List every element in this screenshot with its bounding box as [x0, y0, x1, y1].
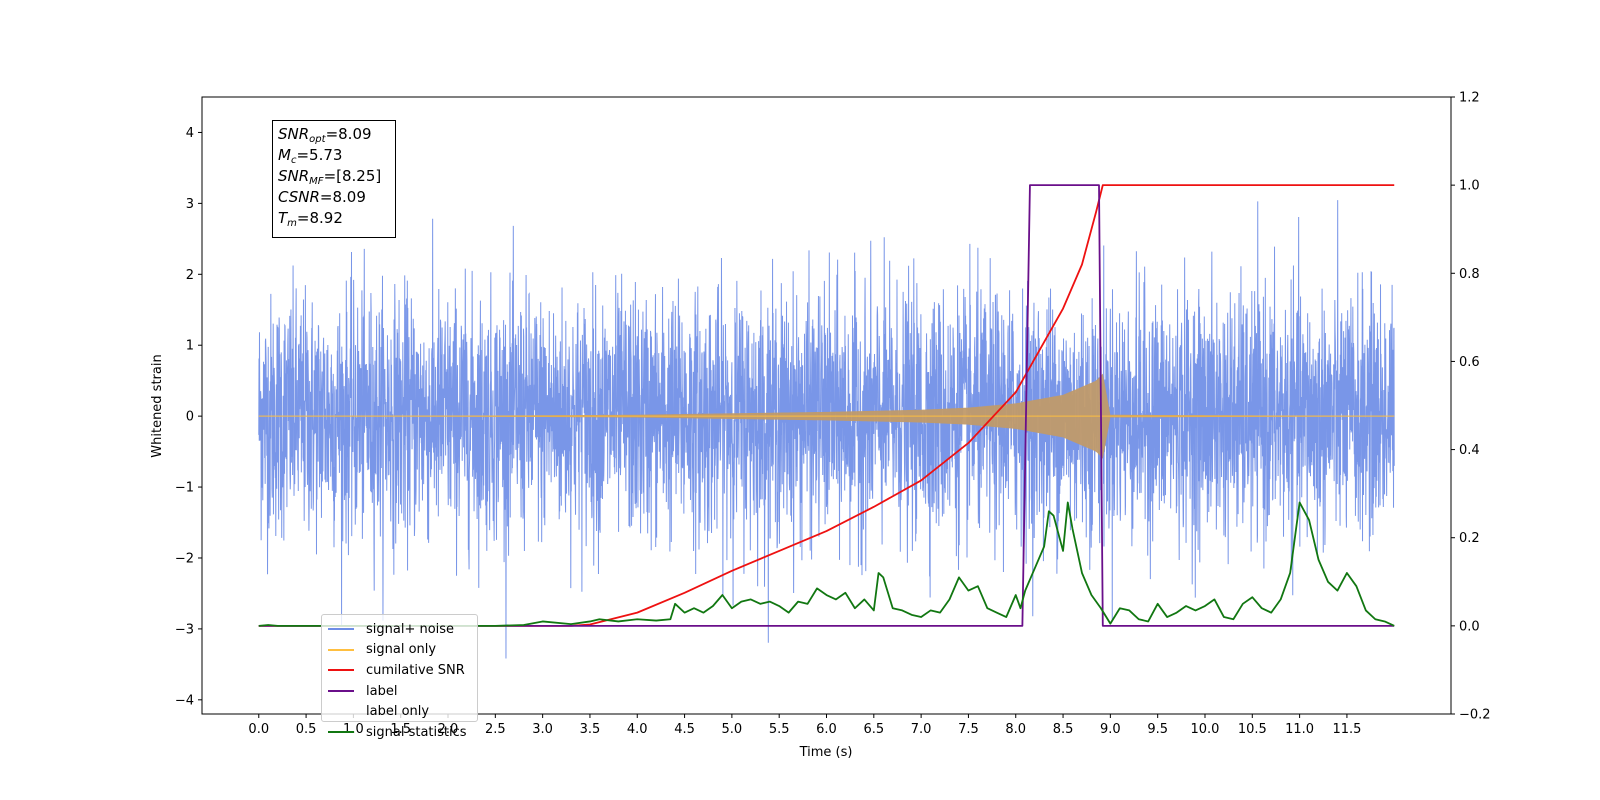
- legend-item-label-only: label only: [328, 701, 471, 722]
- legend-swatch: [328, 648, 354, 651]
- y-tick-label: 4: [186, 126, 194, 141]
- legend-swatch: [328, 711, 354, 713]
- x-axis-label: Time (s): [799, 745, 853, 760]
- legend-item-label: label: [328, 681, 471, 702]
- x-tick-label: 7.0: [911, 722, 932, 737]
- y2-tick-label: 1.0: [1459, 179, 1480, 194]
- annotation-snr-mf: SNRMF=[8.25]: [278, 167, 382, 187]
- x-tick-label: 11.5: [1332, 722, 1361, 737]
- y-tick-label: 1: [186, 339, 194, 354]
- legend-swatch: [328, 731, 354, 734]
- x-tick-label: 10.0: [1191, 722, 1220, 737]
- y-tick-label: 3: [186, 197, 194, 212]
- legend: signal+ noise signal only cumilative SNR…: [321, 614, 478, 740]
- annotation-box: SNRopt=8.09 Mc=5.73 SNRMF=[8.25] CSNR=8.…: [272, 120, 396, 238]
- x-tick-label: 4.5: [674, 722, 695, 737]
- y2-tick-label: 0.6: [1459, 355, 1480, 370]
- x-tick-label: 9.0: [1100, 722, 1121, 737]
- x-tick-label: 3.0: [532, 722, 553, 737]
- legend-item-signal-only: signal only: [328, 640, 471, 661]
- legend-swatch: [328, 669, 354, 672]
- annotation-tm: Tm=8.92: [278, 209, 343, 229]
- legend-item-cumulative-snr: cumilative SNR: [328, 660, 471, 681]
- y2-tick-label: 0.4: [1459, 443, 1480, 458]
- x-tick-label: 9.5: [1147, 722, 1168, 737]
- legend-item-signal-statistics: signal statistics: [328, 722, 471, 743]
- y2-tick-label: 0.2: [1459, 531, 1480, 546]
- annotation-csnr: CSNR=8.09: [278, 188, 366, 206]
- signal-statistics-line: [258, 501, 1395, 627]
- signal-noise-line: [258, 200, 1395, 659]
- cumulative-snr-line: [258, 184, 1395, 627]
- x-tick-label: 11.0: [1285, 722, 1314, 737]
- y2-tick-label: 0.8: [1459, 267, 1480, 282]
- x-tick-label: 4.0: [627, 722, 648, 737]
- y-tick-label: 0: [186, 410, 194, 425]
- y-tick-label: −3: [175, 622, 194, 637]
- y2-axis-ticks: −0.2 0.0 0.2 0.4 0.6 0.8 1.0 1.2: [1451, 91, 1491, 723]
- legend-swatch: [328, 628, 354, 631]
- x-tick-label: 0.5: [296, 722, 317, 737]
- label-line: [258, 184, 1395, 627]
- y-axis-ticks: −4 −3 −2 −1 0 1 2 3 4: [175, 126, 202, 708]
- x-tick-label: 2.0: [438, 722, 459, 737]
- x-axis-ticks: 0.0 0.5 1.0 1.5 2.0 2.5 3.0 3.5 4.0 4.5 5.0 5.5 6.0 6…: [248, 714, 1361, 737]
- annotation-mc: Mc=5.73: [278, 146, 343, 166]
- series-signal-only: [258, 373, 1395, 459]
- y2-tick-label: 1.2: [1459, 91, 1480, 106]
- y-tick-label: −4: [175, 693, 194, 708]
- x-tick-label: 3.5: [580, 722, 601, 737]
- x-tick-label: 8.0: [1005, 722, 1026, 737]
- y-axis-label: Whitened strain: [150, 354, 165, 457]
- legend-swatch: [328, 690, 354, 693]
- legend-item-signal-noise: signal+ noise: [328, 619, 471, 640]
- y2-tick-label: 0.0: [1459, 619, 1480, 634]
- x-tick-label: 5.0: [722, 722, 743, 737]
- x-tick-label: 0.0: [248, 722, 269, 737]
- annotation-snr-opt: SNRopt=8.09: [278, 125, 372, 145]
- right-axis-series: [258, 184, 1395, 627]
- x-tick-label: 6.5: [863, 722, 884, 737]
- y-tick-label: −2: [175, 551, 194, 566]
- x-tick-label: 2.5: [485, 722, 506, 737]
- y-tick-label: 2: [186, 268, 194, 283]
- x-tick-label: 10.5: [1238, 722, 1267, 737]
- x-tick-label: 5.5: [769, 722, 790, 737]
- series-signal-noise: [258, 200, 1395, 659]
- x-tick-label: 6.0: [816, 722, 837, 737]
- x-tick-label: 7.5: [958, 722, 979, 737]
- y2-tick-label: −0.2: [1459, 708, 1491, 723]
- x-tick-label: 8.5: [1053, 722, 1074, 737]
- y-tick-label: −1: [175, 481, 194, 496]
- x-tick-label: 1.5: [390, 722, 411, 737]
